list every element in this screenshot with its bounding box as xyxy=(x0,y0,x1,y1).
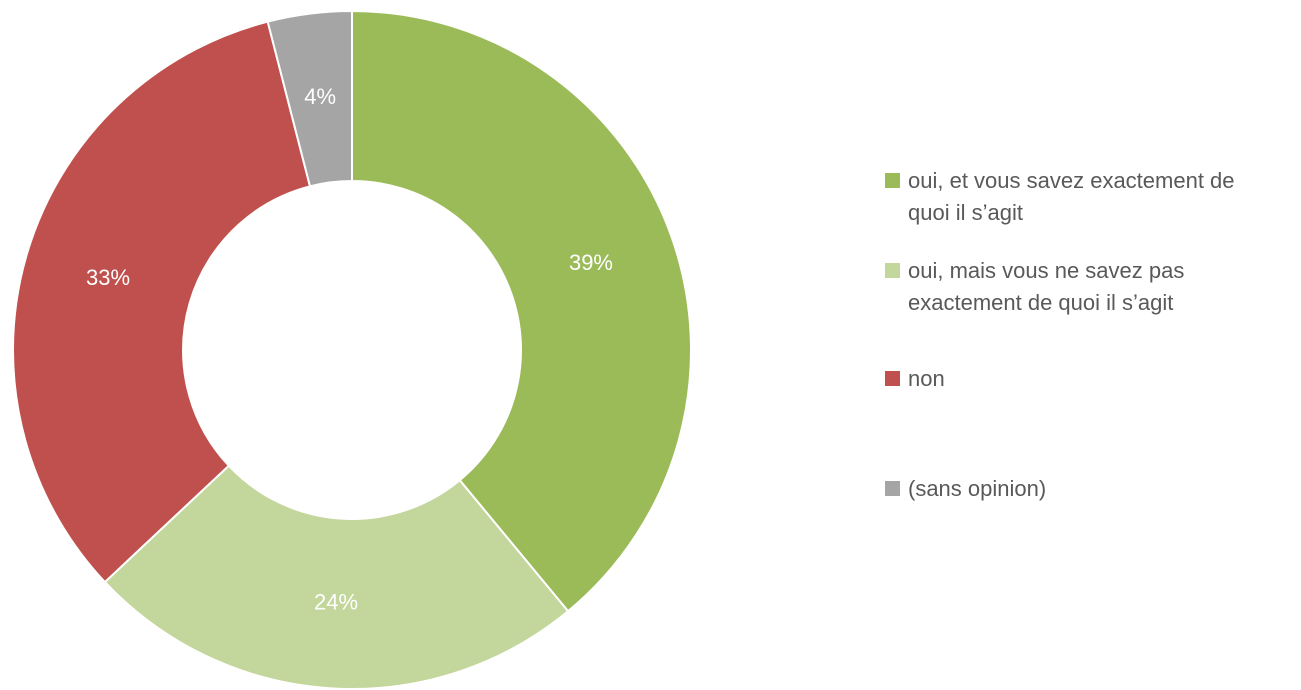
legend-label: non xyxy=(908,366,945,391)
donut-segment xyxy=(103,464,570,690)
data-label: 33% xyxy=(86,265,130,290)
legend-label: (sans opinion) xyxy=(908,476,1047,501)
legend-swatch xyxy=(885,263,900,278)
donut-segment xyxy=(266,9,353,188)
legend-swatch xyxy=(885,173,900,188)
legend-item: oui, mais vous ne savez pas exactement d… xyxy=(885,255,1285,319)
data-label: 39% xyxy=(569,250,613,275)
legend-label: oui, et vous savez exactement de quoi il… xyxy=(908,168,1235,225)
donut-segment xyxy=(351,9,692,613)
donut-segment xyxy=(12,20,312,584)
legend-swatch xyxy=(885,371,900,386)
legend-item: non xyxy=(885,363,1285,395)
legend-item: (sans opinion) xyxy=(885,473,1285,505)
legend-label: oui, mais vous ne savez pas exactement d… xyxy=(908,258,1185,315)
data-label: 4% xyxy=(304,84,336,109)
legend-swatch xyxy=(885,481,900,496)
legend-item: oui, et vous savez exactement de quoi il… xyxy=(885,165,1285,229)
data-label: 24% xyxy=(314,589,358,614)
chart: 39% 24% 33% 4% xyxy=(12,9,692,690)
